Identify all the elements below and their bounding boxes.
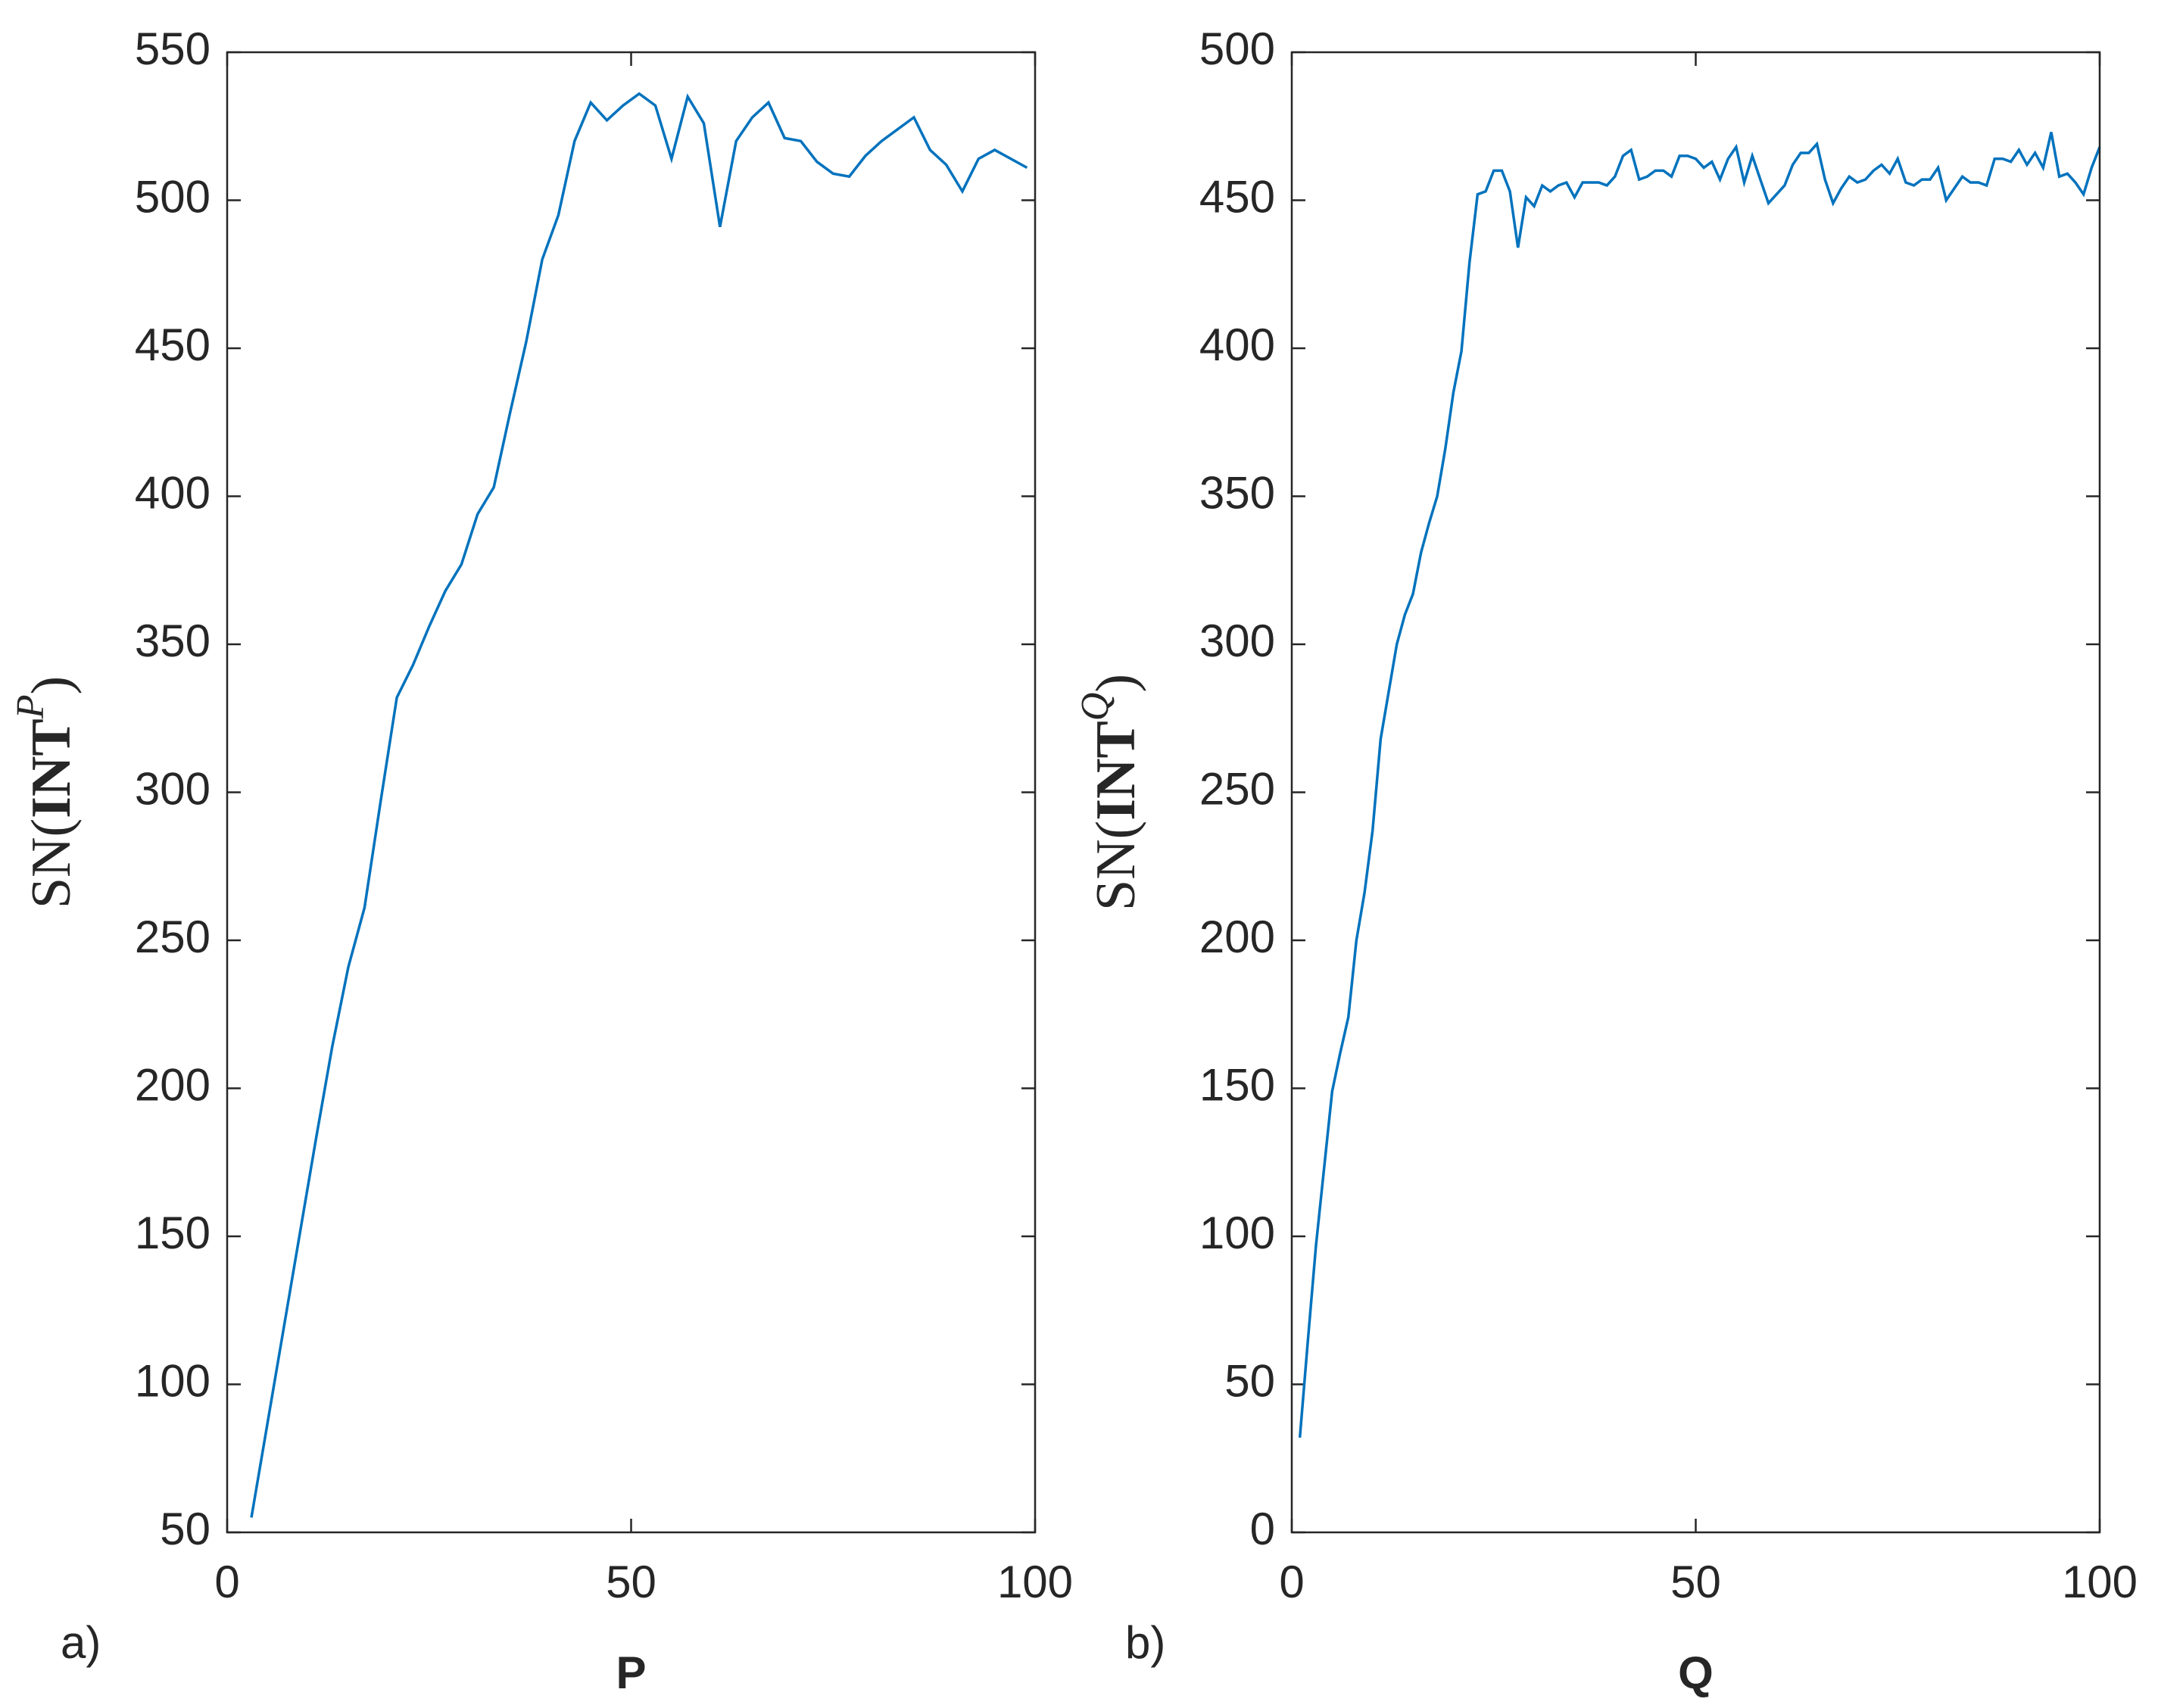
x-tick-label: 50 <box>1670 1557 1721 1607</box>
y-tick-label: 100 <box>1199 1208 1275 1258</box>
y-tick-label: 350 <box>1199 467 1275 518</box>
y-label-bold: INT <box>1085 721 1147 821</box>
y-tick-label: 500 <box>1199 23 1275 74</box>
y-tick-label: 0 <box>1250 1504 1275 1554</box>
y-tick-label: 50 <box>160 1504 210 1554</box>
y-tick-label: 350 <box>135 616 210 666</box>
y-tick-label: 200 <box>1199 912 1275 962</box>
y-label-close: ) <box>20 676 83 695</box>
y-tick-label: 500 <box>135 171 210 222</box>
y-tick-label: 450 <box>135 319 210 370</box>
y-tick-label: 50 <box>1224 1355 1275 1406</box>
y-tick-label: 400 <box>1199 319 1275 370</box>
x-tick-label: 0 <box>214 1557 239 1607</box>
y-tick-label: 300 <box>135 763 210 814</box>
x-tick-label: 0 <box>1279 1557 1304 1607</box>
y-tick-label: 450 <box>1199 171 1275 222</box>
x-axis-label: Q <box>1678 1647 1714 1698</box>
y-label-prefix: SN( <box>20 818 83 909</box>
axes-frame <box>226 51 1037 1534</box>
y-tick-label: 400 <box>135 467 210 518</box>
y-tick-label: 300 <box>1199 616 1275 666</box>
axes-frame <box>1290 51 2101 1534</box>
x-tick-label: 100 <box>2062 1557 2138 1607</box>
x-tick-label: 100 <box>997 1557 1073 1607</box>
data-line <box>250 92 1028 1518</box>
y-tick-label: 550 <box>135 23 210 74</box>
panel: 0 50 100 150 200 250 300 350 400 450 500 0 50 100 Qb) S… <box>1074 23 2138 1698</box>
y-label-prefix: SN( <box>1085 821 1147 911</box>
panel-label: b) <box>1125 1617 1165 1668</box>
y-tick-label: 150 <box>135 1208 210 1258</box>
data-line <box>1298 132 2101 1438</box>
y-label-superscript: P <box>9 695 52 720</box>
y-label-bold: INT <box>20 718 83 818</box>
y-tick-label: 250 <box>135 912 210 962</box>
x-axis-label: P <box>616 1647 646 1698</box>
y-tick-label: 150 <box>1199 1059 1275 1110</box>
y-axis-label: SN(INTQ) <box>1074 674 1147 911</box>
y-tick-label: 200 <box>135 1059 210 1110</box>
y-tick-label: 250 <box>1199 763 1275 814</box>
y-label-close: ) <box>1085 674 1147 693</box>
panel-label: a) <box>61 1617 101 1668</box>
y-tick-label: 100 <box>135 1355 210 1406</box>
y-label-superscript: Q <box>1074 693 1117 722</box>
y-axis-label: SN(INTP) <box>9 676 83 909</box>
x-tick-label: 50 <box>606 1557 656 1607</box>
